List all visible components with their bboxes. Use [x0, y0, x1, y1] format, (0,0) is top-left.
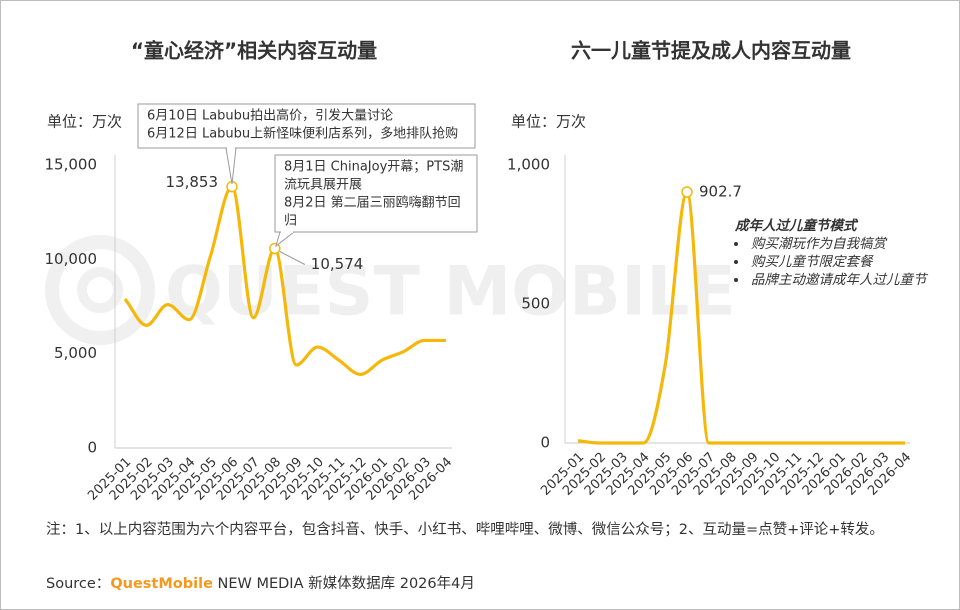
- line: [577, 190, 905, 445]
- y-tick-label: 1,000: [507, 156, 550, 174]
- chart-title: “童心经济”相关内容互动量: [131, 39, 377, 63]
- bullet: [734, 278, 738, 282]
- y-tick-label: 5,000: [54, 344, 97, 362]
- annotation-item: 购买儿童节限定套餐: [751, 254, 874, 270]
- callout-text: 8月2日 第二届三丽鸥嗨翻节回: [284, 195, 461, 211]
- callout-text: 8月1日 ChinaJoy开幕；PTS潮: [284, 160, 463, 175]
- callout-text: 流玩具展开展: [284, 178, 362, 193]
- label-leader: [279, 251, 306, 265]
- annotation-title: 成年人过儿童节模式: [734, 218, 859, 234]
- y-tick-label: 500: [521, 295, 550, 313]
- bullet: [734, 260, 738, 264]
- value-label: 13,853: [166, 173, 219, 191]
- watermark-logo: [45, 235, 155, 345]
- y-tick-label: 0: [87, 439, 97, 457]
- annotation-item: 购买潮玩作为自我犒赏: [751, 236, 887, 252]
- watermark-group: QUEST MOBILE: [45, 235, 736, 345]
- callout-pointer: [275, 231, 296, 248]
- watermark: QUEST MOBILE: [165, 253, 736, 332]
- note: 注：1、以上内容范围为六个内容平台，包含抖音、快手、小红书、哔哩哔哩、微博、微信…: [46, 522, 884, 538]
- annotation-item: 品牌主动邀请成年人过儿童节: [751, 272, 929, 288]
- point-marker: [269, 242, 281, 255]
- unit-label: 单位：万次: [47, 113, 122, 131]
- callout-pointer: [225, 147, 237, 185]
- bullet: [734, 242, 738, 246]
- chart-title: 六一儿童节提及成人内容互动量: [571, 39, 851, 63]
- point-marker: [681, 186, 693, 198]
- value-label: 10,574: [311, 255, 364, 273]
- y-tick-label: 0: [540, 434, 550, 452]
- callout-box: [274, 154, 478, 233]
- unit-label: 单位：万次: [511, 113, 586, 131]
- y-tick-label: 15,000: [45, 156, 98, 174]
- y-tick-label: 10,000: [45, 250, 98, 268]
- line: [123, 185, 446, 377]
- callout-text: 归: [284, 214, 297, 229]
- source: Source：QuestMobile NEW MEDIA 新媒体数据库 2026…: [46, 572, 475, 593]
- callout-text: 6月12日 Labubu上新怪味便利店系列，多地排队抢购: [147, 126, 458, 142]
- watermark-logo: [77, 267, 123, 313]
- callout-box: [137, 103, 476, 149]
- source-label: Source：: [46, 576, 111, 592]
- source-brand: QuestMobile: [110, 576, 213, 592]
- source-text: NEW MEDIA 新媒体数据库 2026年4月: [217, 576, 475, 592]
- callout-text: 6月10日 Labubu拍出高价，引发大量讨论: [147, 108, 393, 124]
- value-label: 902.7: [699, 183, 742, 201]
